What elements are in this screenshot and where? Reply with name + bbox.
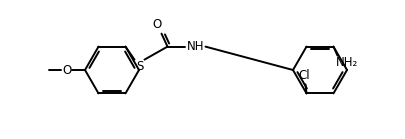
Text: O: O [62,64,71,76]
Text: Cl: Cl [298,69,309,82]
Text: NH: NH [186,40,204,53]
Text: S: S [136,60,143,73]
Text: NH₂: NH₂ [336,56,358,69]
Text: O: O [153,18,162,31]
